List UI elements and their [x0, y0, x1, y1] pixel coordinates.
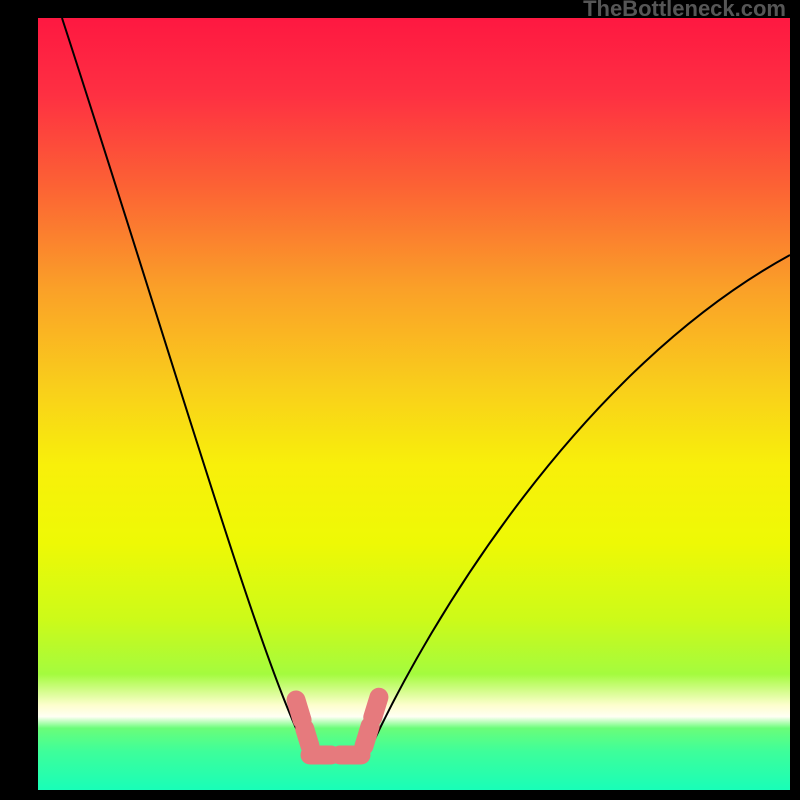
watermark-text: TheBottleneck.com	[583, 0, 786, 22]
frame-right	[790, 0, 800, 800]
frame-bottom	[0, 790, 800, 800]
plot-area	[38, 18, 790, 790]
chart-canvas: TheBottleneck.com	[0, 0, 800, 800]
frame-left	[0, 0, 38, 800]
